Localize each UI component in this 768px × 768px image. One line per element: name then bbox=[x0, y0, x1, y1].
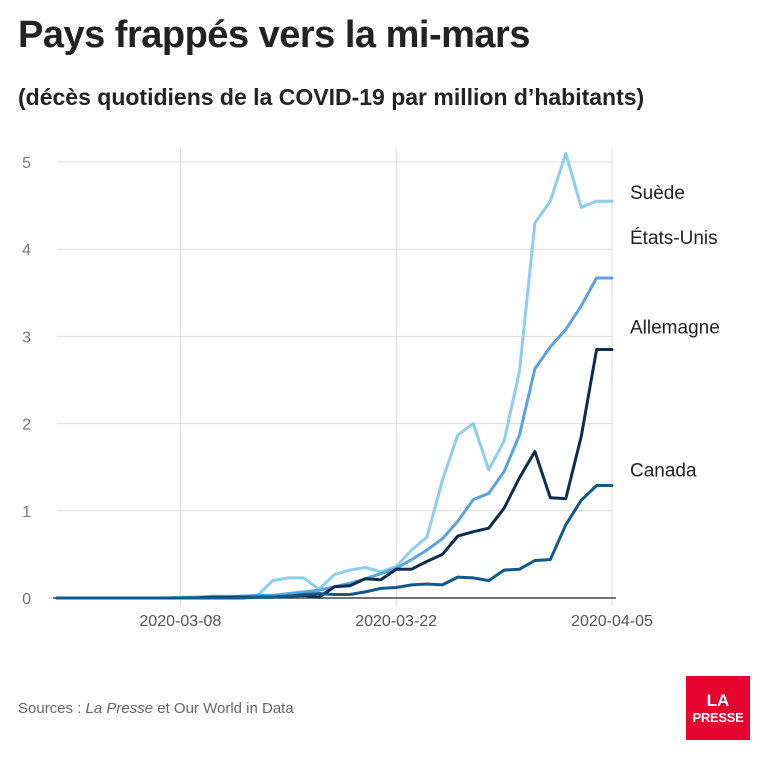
series-label-allemagne: Allemagne bbox=[630, 317, 720, 338]
line-chart: 0 1 2 3 4 5 2020-03-08 2020-03-22 2020-04-05 Suè… bbox=[22, 148, 720, 630]
series-line-allemagne bbox=[55, 348, 614, 600]
y-tick-label: 5 bbox=[22, 155, 31, 172]
sources-suffix: et Our World in Data bbox=[153, 700, 294, 717]
y-tick-label: 2 bbox=[22, 417, 31, 434]
series-label-etats-unis: États-Unis bbox=[630, 228, 718, 249]
x-tick-label: 2020-03-22 bbox=[355, 613, 437, 630]
series-labels: Suède États-Unis Allemagne Canada bbox=[630, 183, 720, 481]
axis-layer: 0 1 2 3 4 5 2020-03-08 2020-03-22 2020-04-05 bbox=[22, 155, 653, 630]
y-tick-label: 3 bbox=[22, 329, 31, 346]
logo-line-1: LA bbox=[706, 691, 730, 710]
series-line-canada bbox=[55, 484, 614, 600]
sources-note: Sources : La Presse et Our World in Data bbox=[18, 700, 294, 717]
grid-layer bbox=[57, 148, 613, 606]
la-presse-logo: LA PRESSE bbox=[686, 676, 750, 740]
sources-prefix: Sources : bbox=[18, 700, 86, 717]
x-tick-label: 2020-03-08 bbox=[139, 613, 221, 630]
x-tick-label: 2020-04-05 bbox=[571, 613, 653, 630]
y-tick-label: 0 bbox=[22, 591, 31, 608]
chart-subtitle: (décès quotidiens de la COVID-19 par mil… bbox=[18, 84, 645, 110]
series-line-etats-unis bbox=[55, 276, 614, 600]
logo-line-2: PRESSE bbox=[692, 710, 744, 725]
series-line-suede bbox=[55, 151, 614, 600]
sources-publication: La Presse bbox=[85, 700, 154, 717]
y-tick-label: 4 bbox=[22, 242, 31, 259]
series-layer bbox=[55, 151, 614, 600]
chart-title: Pays frappés vers la mi-mars bbox=[18, 14, 530, 56]
series-label-suede: Suède bbox=[630, 183, 685, 204]
y-tick-label: 1 bbox=[22, 504, 31, 521]
series-label-canada: Canada bbox=[630, 461, 697, 482]
